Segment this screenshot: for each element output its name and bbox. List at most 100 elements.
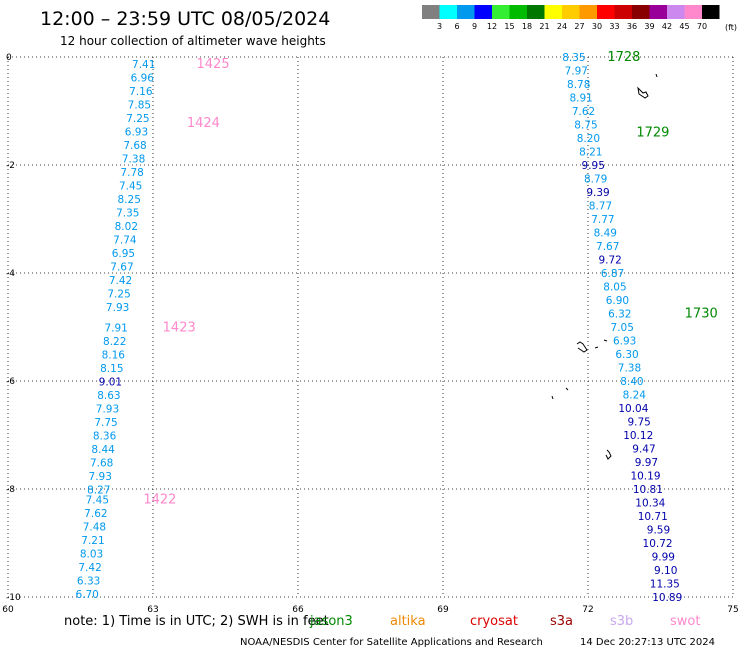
wave-height-value: 11.35	[650, 579, 680, 591]
chart-title: 12:00 – 23:59 UTC 08/05/2024	[40, 8, 330, 30]
coastline-fragments	[551, 73, 658, 460]
x-tick-label: 66	[292, 605, 304, 615]
wave-height-value: 7.85	[128, 100, 151, 112]
y-tick-label: -6	[6, 377, 15, 387]
legend-label: 45	[679, 22, 689, 31]
satellite-legend-item: swot	[670, 614, 700, 629]
wave-height-value: 7.78	[120, 167, 143, 179]
wave-height-value: 7.21	[81, 535, 104, 547]
legend-label: 36	[627, 22, 637, 31]
satellite-legend-item: jason3	[309, 614, 353, 629]
wave-height-value: 7.25	[126, 113, 149, 125]
y-tick-labels: 0 -2 -4 -6 -8 -10	[6, 53, 21, 603]
wave-height-value: 7.45	[119, 181, 142, 193]
pass-labels: 1425 1424 1423 1422 1728 1729 1730	[143, 50, 717, 507]
wave-height-value: 7.67	[110, 262, 133, 274]
legend-label: 18	[522, 22, 532, 31]
wave-height-value: 8.36	[93, 431, 117, 443]
wave-height-value: 8.20	[577, 133, 600, 145]
legend-swatch	[597, 5, 615, 19]
wave-height-value: 8.40	[620, 376, 643, 388]
pass-number-label: 1423	[163, 321, 196, 336]
legend-swatch	[474, 5, 492, 19]
wave-height-value: 7.75	[94, 417, 117, 429]
x-tick-label: 72	[582, 605, 593, 615]
legend-swatch	[457, 5, 475, 19]
wave-height-value: 9.01	[99, 377, 122, 389]
pass-number-label: 1424	[187, 116, 220, 131]
wave-height-value: 9.10	[654, 565, 677, 577]
wave-height-value: 8.24	[623, 390, 647, 402]
wave-height-value: 7.67	[596, 241, 619, 253]
wave-height-value: 9.47	[632, 444, 655, 456]
wave-height-value: 9.95	[582, 160, 605, 172]
wave-height-value: 7.74	[113, 235, 137, 247]
wave-height-value: 7.91	[104, 323, 127, 335]
satellite-legend-item: cryosat	[470, 614, 518, 629]
y-tick-label: 0	[6, 53, 12, 63]
wave-height-value: 10.12	[623, 430, 653, 442]
chart-subtitle: 12 hour collection of altimeter wave hei…	[60, 34, 326, 48]
satellite-legend: jason3 altika cryosat s3a s3b swot	[309, 614, 700, 629]
wave-height-value: 9.97	[635, 457, 658, 469]
legend-swatch	[684, 5, 702, 19]
wave-height-value: 7.42	[109, 275, 132, 287]
legend-label: 24	[557, 22, 567, 31]
wave-height-value: 6.30	[615, 349, 638, 361]
legend-swatch	[562, 5, 580, 19]
x-tick-label: 75	[727, 605, 738, 615]
color-legend: 3 6 9 12 15 18 21 24 27 30 33 36 39 42 45 70	[422, 5, 720, 31]
legend-swatch	[632, 5, 650, 19]
wave-height-value: 7.42	[78, 562, 101, 574]
y-tick-label: -8	[6, 485, 15, 495]
wave-height-value: 7.62	[84, 508, 107, 520]
wave-height-value: 8.44	[91, 444, 115, 456]
wave-height-value: 6.32	[608, 309, 631, 321]
wave-height-value: 10.34	[635, 498, 665, 510]
legend-label: 3	[437, 22, 442, 31]
wave-height-value: 7.77	[591, 214, 614, 226]
legend-swatch	[422, 5, 440, 19]
x-tick-label: 60	[2, 605, 14, 615]
wave-height-value: 10.72	[643, 538, 673, 550]
wave-height-value: 7.97	[565, 66, 588, 78]
wave-height-value: 9.72	[598, 255, 621, 267]
wave-height-value: 8.78	[567, 79, 590, 91]
wave-height-value: 10.71	[638, 511, 668, 523]
legend-label: 21	[539, 22, 549, 31]
legend-swatch	[579, 5, 597, 19]
legend-unit: (ft)	[725, 23, 737, 32]
wave-height-value: 6.90	[606, 295, 629, 307]
wave-height-value: 9.75	[627, 417, 650, 429]
legend-label: 12	[487, 22, 497, 31]
y-tick-label: -2	[6, 161, 15, 171]
wave-height-value: 8.27	[87, 485, 110, 497]
legend-swatch	[492, 5, 510, 19]
x-tick-labels: 60 63 66 69 72 75	[2, 605, 738, 615]
wave-height-value: 10.04	[618, 403, 648, 415]
satellite-legend-item: s3a	[550, 614, 573, 629]
wave-height-value: 9.39	[586, 187, 609, 199]
legend-label: 6	[454, 22, 459, 31]
wave-height-value: 8.03	[80, 548, 103, 560]
wave-height-value: 8.22	[103, 336, 126, 348]
grid-lines	[7, 56, 734, 598]
pass-number-label: 1729	[636, 126, 669, 141]
legend-label: 27	[574, 22, 584, 31]
satellite-legend-item: s3b	[610, 614, 633, 629]
wave-height-value: 6.93	[125, 127, 148, 139]
wave-height-value: 8.79	[584, 174, 607, 186]
legend-swatch	[439, 5, 457, 19]
wave-height-value: 7.45	[86, 494, 109, 506]
legend-swatch	[702, 5, 720, 19]
wave-height-value: 8.75	[574, 120, 597, 132]
wave-height-value: 10.89	[652, 592, 682, 604]
wave-height-value: 7.68	[90, 458, 113, 470]
wave-height-value: 8.63	[97, 390, 120, 402]
legend-label: 30	[592, 22, 602, 31]
plot-background	[8, 57, 733, 597]
legend-label: 9	[472, 22, 477, 31]
wave-height-value: 7.16	[129, 86, 153, 98]
wave-height-value: 7.93	[89, 471, 112, 483]
legend-label: 15	[504, 22, 514, 31]
